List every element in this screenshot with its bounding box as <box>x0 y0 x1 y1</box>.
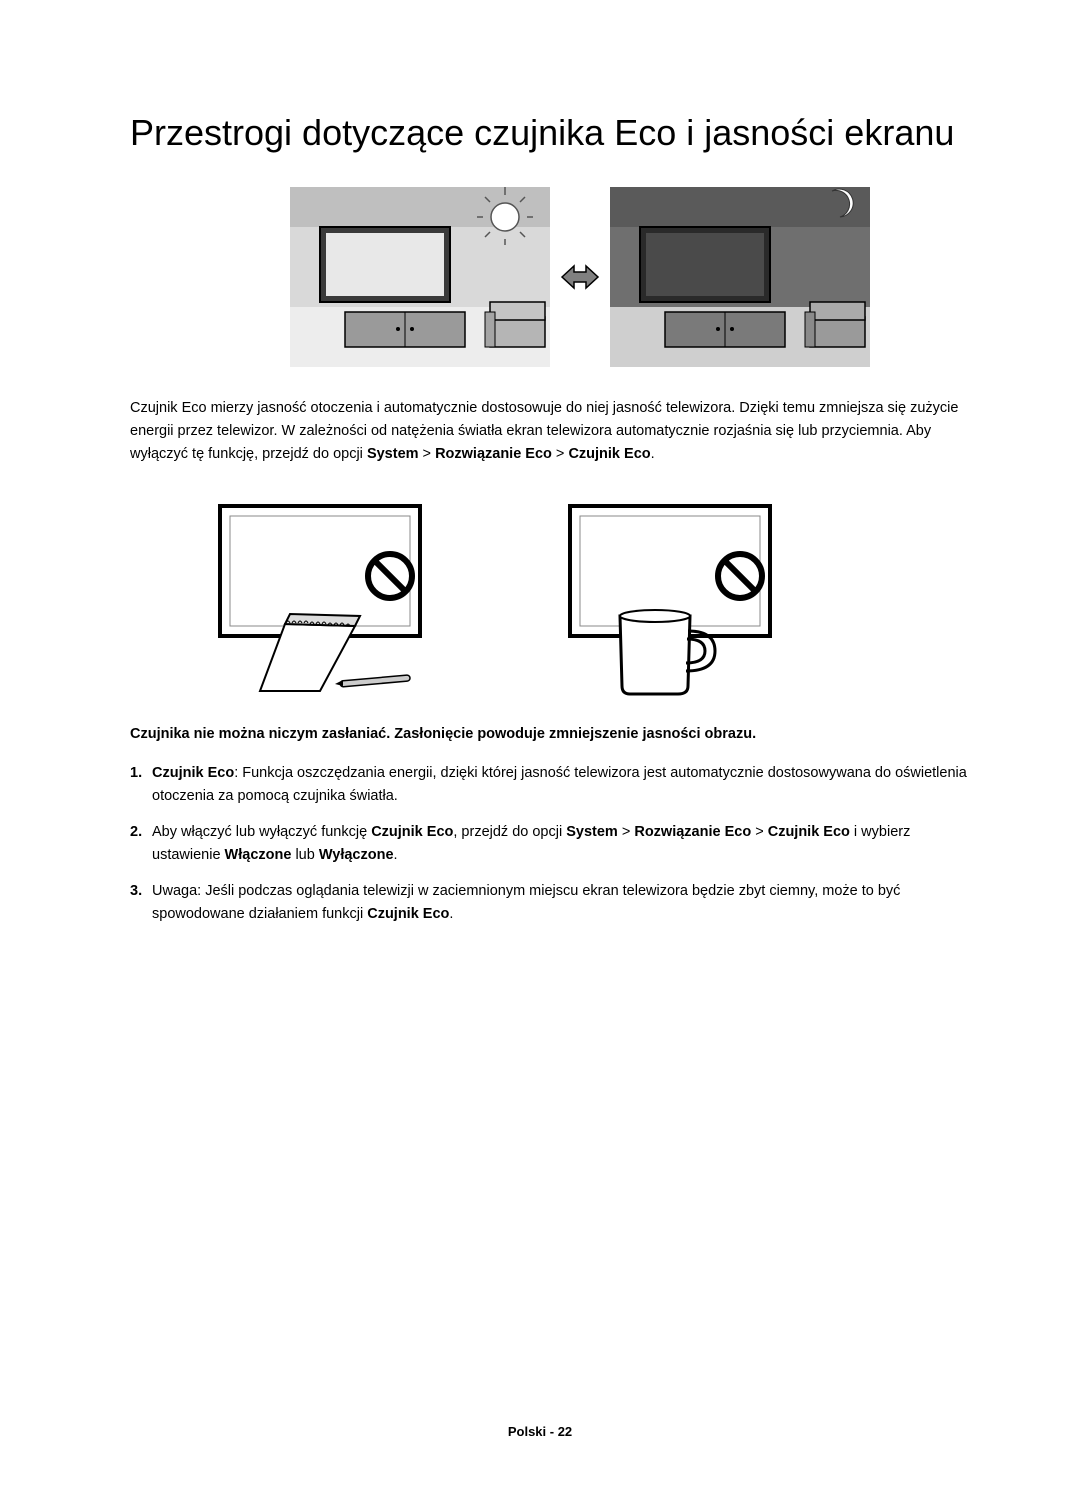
list-item: 3. Uwaga: Jeśli podczas oglądania telewi… <box>148 880 970 925</box>
tv-obstruction-mug-illustration <box>560 496 790 696</box>
tv-obstruction-notebook-illustration <box>210 496 440 696</box>
menu-path-system: System <box>367 446 419 462</box>
intro-paragraph: Czujnik Eco mierzy jasność otoczenia i a… <box>130 397 970 467</box>
page-footer: Polski - 22 <box>0 1424 1080 1439</box>
list-item: 1. Czujnik Eco: Funkcja oszczędzania ene… <box>148 762 970 807</box>
menu-path-sensor: Czujnik Eco <box>568 446 650 462</box>
menu-path-eco: Rozwiązanie Eco <box>435 446 552 462</box>
instruction-list: 1. Czujnik Eco: Funkcja oszczędzania ene… <box>130 762 970 925</box>
warning-text: Czujnika nie można niczym zasłaniać. Zas… <box>130 726 970 742</box>
room-night-illustration <box>610 187 870 367</box>
double-arrow-icon <box>560 262 600 292</box>
list-item: 2. Aby włączyć lub wyłączyć funkcję Czuj… <box>148 821 970 866</box>
room-day-illustration <box>290 187 550 367</box>
illustration-prohibit-row <box>210 496 970 696</box>
page-title: Przestrogi dotyczące czujnika Eco i jasn… <box>130 110 970 157</box>
illustration-day-night <box>190 187 970 367</box>
